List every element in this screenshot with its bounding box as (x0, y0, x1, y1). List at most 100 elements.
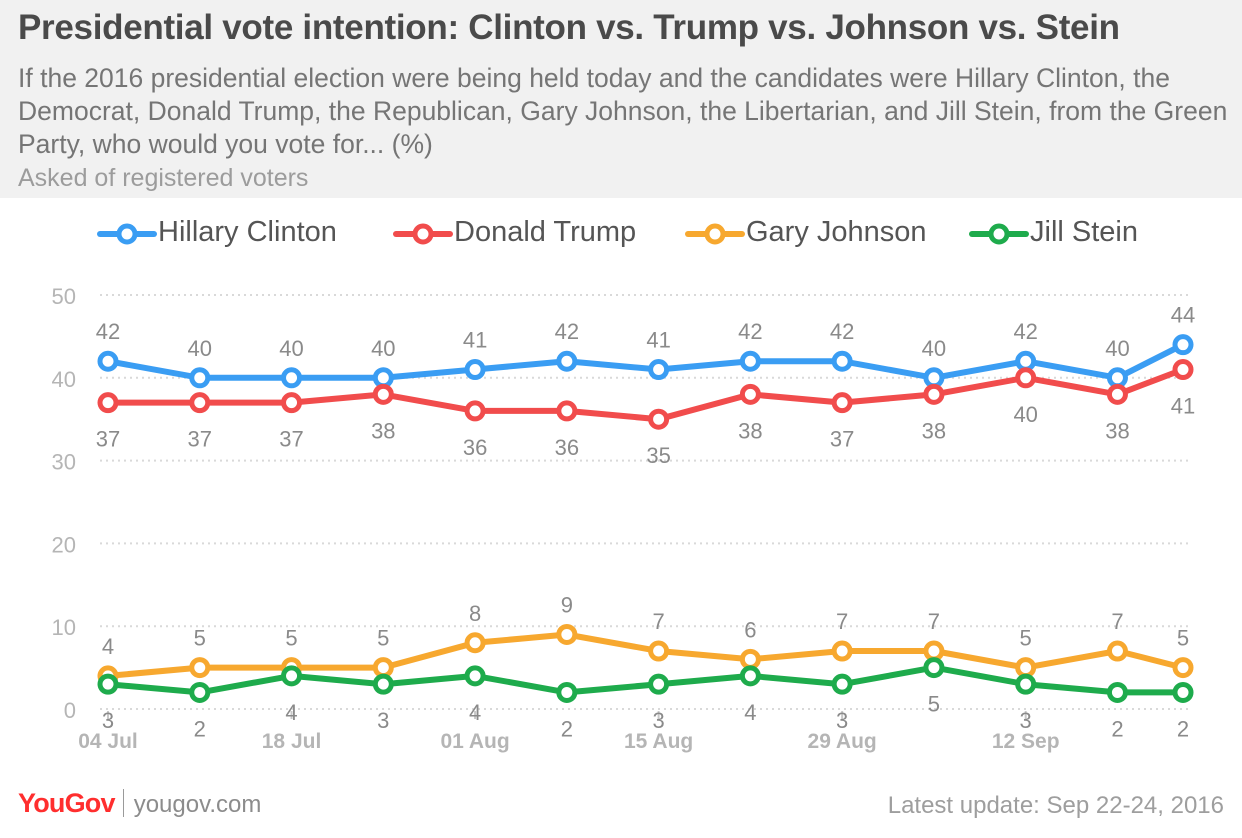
data-label-3-8: 3 (836, 708, 848, 733)
data-label-3-4: 4 (469, 700, 481, 725)
data-label-0-9: 40 (922, 336, 946, 361)
y-tick-label-10: 10 (52, 615, 76, 640)
data-label-1-5: 36 (555, 435, 579, 460)
data-point-1-11 (1106, 383, 1128, 405)
data-point-0-10 (1015, 350, 1037, 372)
data-label-0-2: 40 (279, 336, 303, 361)
data-point-0-9 (923, 367, 945, 389)
yougov-site: yougov.com (133, 791, 262, 818)
data-point-1-0 (97, 392, 119, 414)
x-tick-label-1: 18 Jul (262, 730, 322, 753)
legend-marker-trump (393, 223, 453, 245)
data-label-0-3: 40 (371, 336, 395, 361)
data-point-2-11 (1106, 640, 1128, 662)
data-label-1-4: 36 (463, 435, 487, 460)
data-label-1-3: 38 (371, 418, 395, 443)
data-point-1-5 (556, 400, 578, 422)
data-point-0-4 (464, 359, 486, 381)
data-point-3-0 (97, 673, 119, 695)
data-point-2-9 (923, 640, 945, 662)
data-label-1-11: 38 (1105, 418, 1129, 443)
data-label-1-6: 35 (646, 443, 670, 468)
data-point-0-1 (189, 367, 211, 389)
legend-label-stein: Jill Stein (1030, 216, 1138, 248)
data-point-1-6 (648, 408, 670, 430)
data-label-0-5: 42 (555, 319, 579, 344)
data-point-3-12 (1172, 681, 1194, 703)
data-label-3-6: 3 (652, 708, 664, 733)
data-point-0-5 (556, 350, 578, 372)
header-panel: Presidential vote intention: Clinton vs.… (0, 0, 1242, 198)
data-label-1-9: 38 (922, 418, 946, 443)
chart-title: Presidential vote intention: Clinton vs.… (18, 8, 1120, 47)
data-point-0-0 (97, 350, 119, 372)
data-label-1-8: 37 (830, 427, 854, 452)
data-label-2-10: 5 (1020, 626, 1032, 651)
data-label-1-12: 41 (1171, 394, 1195, 419)
data-label-3-12: 2 (1177, 716, 1189, 741)
data-point-3-5 (556, 681, 578, 703)
data-label-0-7: 42 (738, 319, 762, 344)
x-tick-label-0: 04 Jul (78, 730, 138, 753)
legend-label-johnson: Gary Johnson (746, 216, 927, 248)
data-point-3-4 (464, 665, 486, 687)
x-tick-label-5: 12 Sep (992, 730, 1060, 753)
latest-update: Latest update: Sep 22-24, 2016 (887, 792, 1224, 819)
data-point-3-2 (281, 665, 303, 687)
data-label-3-10: 3 (1020, 708, 1032, 733)
data-label-3-5: 2 (561, 716, 573, 741)
data-label-1-1: 37 (188, 427, 212, 452)
data-point-3-3 (372, 673, 394, 695)
data-label-3-0: 3 (102, 708, 114, 733)
data-point-1-10 (1015, 367, 1037, 389)
data-point-2-1 (189, 657, 211, 679)
data-point-1-12 (1172, 359, 1194, 381)
data-point-2-10 (1015, 657, 1037, 679)
data-point-0-11 (1106, 367, 1128, 389)
data-label-1-10: 40 (1013, 402, 1037, 427)
data-point-0-8 (831, 350, 853, 372)
data-label-2-2: 5 (285, 626, 297, 651)
data-label-0-12: 44 (1171, 303, 1195, 328)
data-point-2-6 (648, 640, 670, 662)
data-label-0-6: 41 (646, 328, 670, 353)
data-point-3-7 (739, 665, 761, 687)
y-tick-label-30: 30 (52, 450, 76, 475)
data-label-2-3: 5 (377, 626, 389, 651)
y-tick-label-20: 20 (52, 532, 76, 557)
x-tick-label-3: 15 Aug (624, 730, 693, 753)
data-point-1-7 (739, 383, 761, 405)
data-point-1-4 (464, 400, 486, 422)
data-point-1-9 (923, 383, 945, 405)
data-label-0-1: 40 (188, 336, 212, 361)
data-label-1-2: 37 (279, 427, 303, 452)
data-label-2-7: 6 (744, 617, 756, 642)
data-label-2-5: 9 (561, 592, 573, 617)
data-label-3-7: 4 (744, 700, 756, 725)
data-label-3-3: 3 (377, 708, 389, 733)
data-point-2-4 (464, 632, 486, 654)
data-label-3-1: 2 (194, 716, 206, 741)
data-point-3-9 (923, 657, 945, 679)
yougov-logo: YouGov (18, 788, 116, 818)
data-label-0-0: 42 (96, 319, 120, 344)
data-point-0-6 (648, 359, 670, 381)
data-label-3-9: 5 (928, 692, 940, 717)
data-label-2-8: 7 (836, 609, 848, 634)
y-tick-label-0: 0 (64, 698, 76, 723)
data-label-0-11: 40 (1105, 336, 1129, 361)
data-label-1-7: 38 (738, 418, 762, 443)
data-label-2-12: 5 (1177, 626, 1189, 651)
data-label-2-1: 5 (194, 626, 206, 651)
data-point-1-2 (281, 392, 303, 414)
data-label-3-2: 4 (285, 700, 297, 725)
legend-marker-clinton (97, 223, 157, 245)
data-point-0-12 (1172, 334, 1194, 356)
data-point-3-11 (1106, 681, 1128, 703)
data-label-3-11: 2 (1111, 716, 1123, 741)
data-point-1-8 (831, 392, 853, 414)
brand-divider (122, 789, 124, 817)
data-label-0-4: 41 (463, 328, 487, 353)
data-label-2-6: 7 (652, 609, 664, 634)
